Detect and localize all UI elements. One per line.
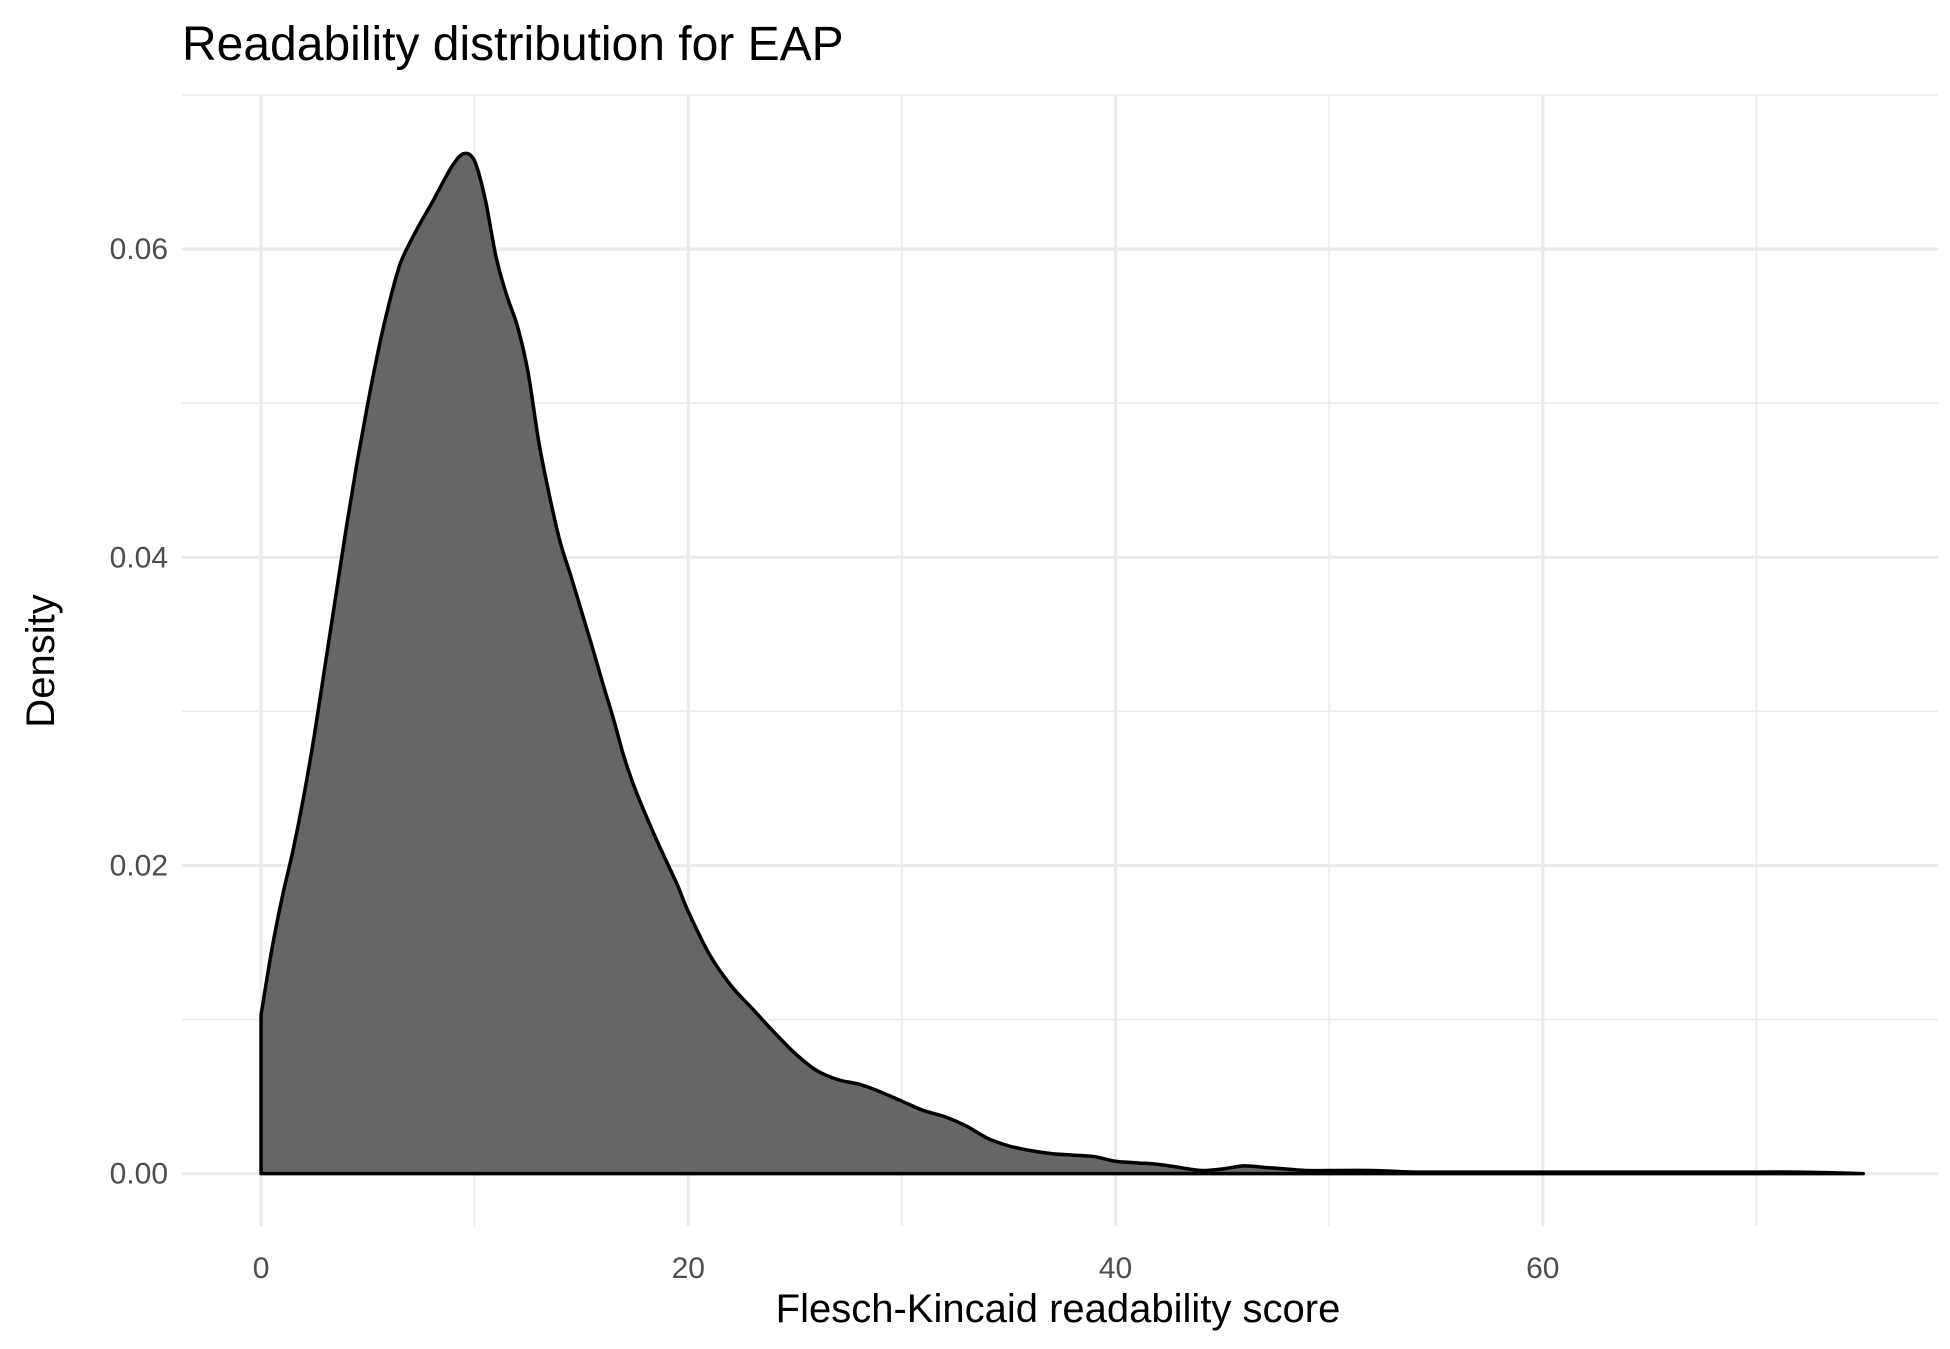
x-tick-label: 0	[253, 1252, 270, 1285]
y-axis-title: Density	[19, 594, 63, 727]
density-layer	[259, 151, 1865, 1176]
y-axis-ticks: 0.00 0.02 0.04 0.06	[110, 233, 168, 1191]
x-tick-label: 40	[1099, 1252, 1132, 1285]
y-tick-label: 0.04	[110, 541, 168, 574]
chart-title: Readability distribution for EAP	[182, 18, 844, 71]
x-axis-title: Flesch-Kincaid readability score	[776, 1287, 1341, 1331]
x-tick-label: 20	[672, 1252, 705, 1285]
x-tick-label: 60	[1526, 1252, 1559, 1285]
density-area	[261, 153, 1864, 1174]
y-tick-label: 0.02	[110, 849, 168, 882]
x-axis-ticks: 0 20 40 60	[253, 1252, 1560, 1285]
density-line	[259, 151, 1865, 1176]
y-tick-label: 0.00	[110, 1158, 168, 1191]
y-tick-label: 0.06	[110, 233, 168, 266]
